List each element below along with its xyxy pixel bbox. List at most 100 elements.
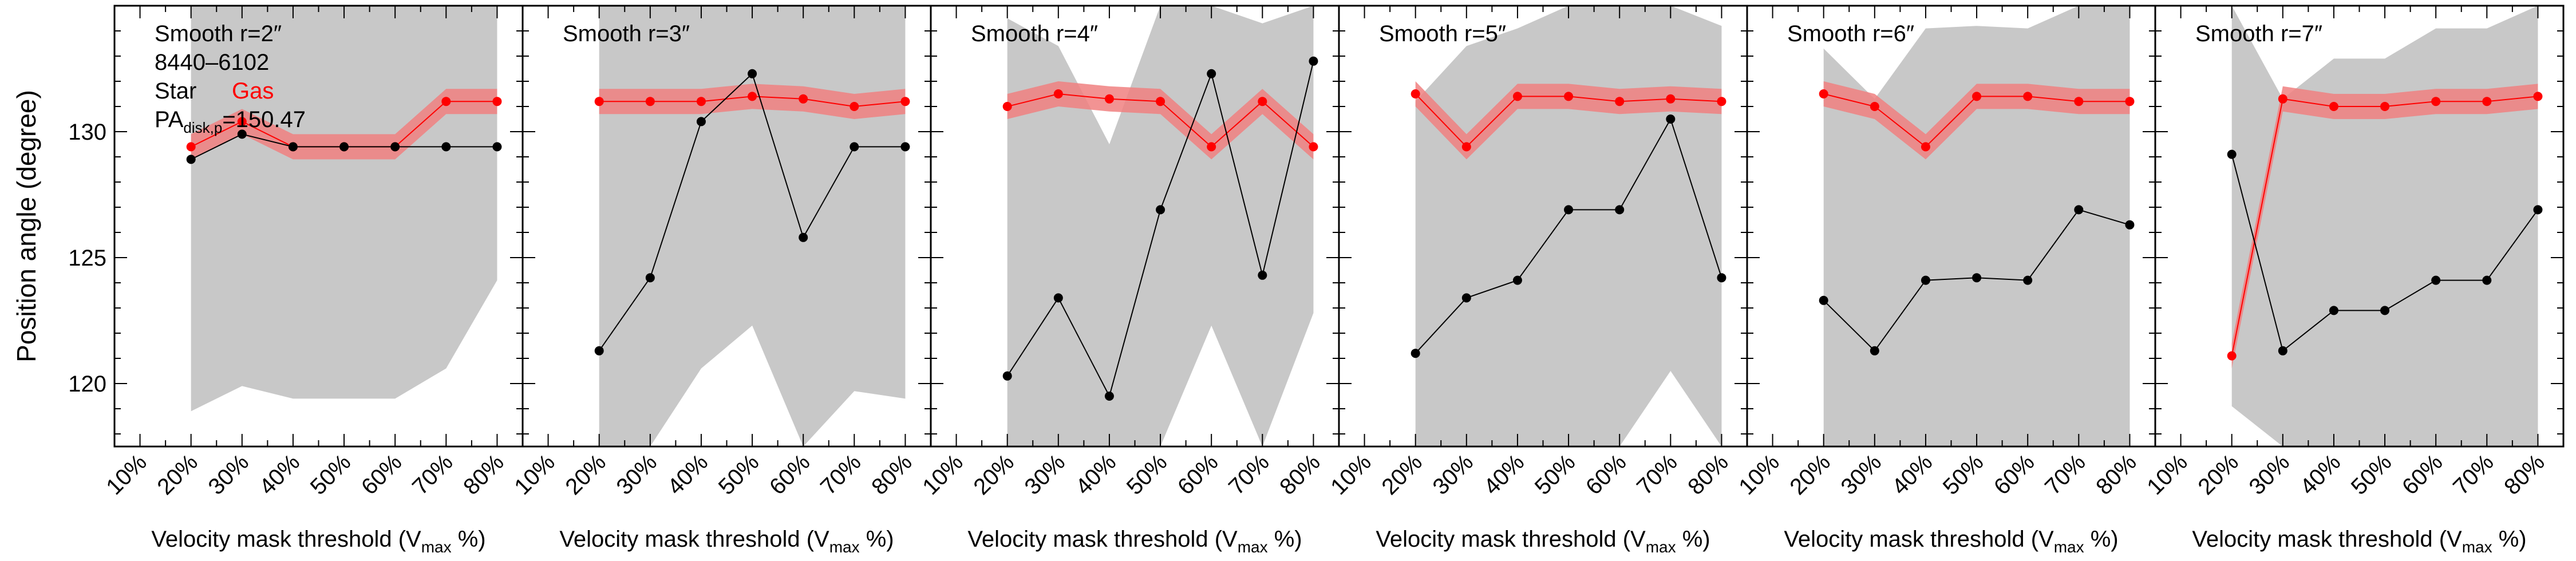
gas-point <box>2482 97 2492 106</box>
gas-point <box>1819 89 1828 98</box>
star-point <box>1564 205 1574 215</box>
star-point <box>1717 273 1726 283</box>
x-axis-label-main: Velocity mask threshold (V <box>2192 527 2462 552</box>
plot-area <box>594 6 910 447</box>
x-tick-label: 70% <box>816 449 866 500</box>
star-point <box>2278 346 2287 355</box>
x-tick-label: 40% <box>663 449 713 500</box>
x-tick-label: 20% <box>152 449 203 500</box>
gas-point <box>1207 142 1216 152</box>
star-point <box>1870 346 1879 355</box>
star-uncertainty-band <box>2231 6 2538 447</box>
x-axis-label-subscript: max <box>421 538 452 556</box>
gas-uncertainty-band <box>1415 81 1722 160</box>
panel-title: Smooth r=4″ <box>971 21 1098 46</box>
x-tick-label: 50% <box>1530 449 1581 500</box>
x-tick-label: 40% <box>255 449 305 500</box>
star-point <box>645 273 655 283</box>
panel-6: 10% 20% 30% 40% 50% 60% 70% 80% Velocity mask th… <box>2142 5 2565 556</box>
x-tick-label: 50% <box>714 449 764 500</box>
gas-point <box>492 97 502 106</box>
star-uncertainty-band <box>1823 6 2130 447</box>
x-tick-label: 60% <box>1581 449 1631 500</box>
x-axis-label-end: %) <box>452 527 486 552</box>
x-tick-label: 60% <box>1989 449 2040 500</box>
x-tick-label: 80% <box>1275 449 1325 500</box>
star-point <box>1615 205 1625 215</box>
gas-point <box>2431 97 2441 106</box>
gas-point <box>850 102 859 111</box>
x-axis-label-end: %) <box>2492 527 2527 552</box>
x-tick-label: 60% <box>1173 449 1223 500</box>
x-axis-label-main: Velocity mask threshold (V <box>1784 527 2054 552</box>
x-tick-label: 40% <box>1479 449 1530 500</box>
gas-point <box>1411 89 1420 98</box>
star-point <box>339 142 349 152</box>
gas-uncertainty-band <box>599 84 906 119</box>
star-point <box>390 142 400 152</box>
gas-point <box>1002 102 1012 111</box>
x-tick-label: 60% <box>357 449 407 500</box>
star-point <box>1512 275 1522 285</box>
gas-point <box>2533 92 2543 101</box>
x-tick-label: 20% <box>2193 449 2243 500</box>
x-tick-label: 70% <box>1632 449 1682 500</box>
x-tick-label: 10% <box>1734 449 1784 500</box>
x-axis-label: Velocity mask threshold (Vmax %) <box>559 527 894 556</box>
gas-point <box>441 97 451 106</box>
x-axis-label-main: Velocity mask threshold (V <box>151 527 421 552</box>
plot-area <box>186 6 502 412</box>
plot-area <box>2227 6 2543 447</box>
panel-4: 10% 20% 30% 40% 50% 60% 70% 80% Velocity mask th… <box>1326 5 1748 556</box>
galaxy-id: 8440–6102 <box>155 50 269 75</box>
star-uncertainty-band <box>1415 6 1722 447</box>
gas-point <box>799 94 808 104</box>
x-tick-label: 30% <box>1836 449 1886 500</box>
star-point <box>2023 275 2033 285</box>
panel-1: 120 125 130 10% 20% 30% 40% 50% 60% 70% 80% Velocit… <box>68 5 524 556</box>
gas-point <box>645 97 655 106</box>
gas-point <box>1921 142 1930 152</box>
gas-point <box>748 92 757 101</box>
star-point <box>2074 205 2084 215</box>
x-tick-label: 20% <box>560 449 611 500</box>
x-axis-label: Velocity mask threshold (Vmax %) <box>1376 527 1710 556</box>
star-point <box>1972 273 1982 283</box>
x-tick-label: 70% <box>408 449 458 500</box>
star-point <box>1461 293 1471 303</box>
star-point <box>2125 220 2135 230</box>
star-point <box>2227 149 2237 159</box>
y-tick-label: 125 <box>68 246 106 271</box>
gas-uncertainty-band <box>1823 81 2130 160</box>
pa-subscript: disk,p <box>183 119 222 136</box>
gas-point <box>186 142 196 152</box>
x-axis-label-end: %) <box>1676 527 1710 552</box>
gas-point <box>900 97 910 106</box>
gas-point <box>1156 97 1165 106</box>
gas-point <box>1564 92 1574 101</box>
x-tick-label: 30% <box>2244 449 2294 500</box>
x-axis-label-end: %) <box>860 527 894 552</box>
x-axis-label-main: Velocity mask threshold (V <box>1376 527 1646 552</box>
plot-area <box>1002 6 1318 447</box>
pa-number: =150.47 <box>222 107 306 132</box>
x-tick-label: 20% <box>969 449 1019 500</box>
star-point <box>1309 56 1318 66</box>
x-tick-label: 20% <box>1785 449 1835 500</box>
gas-point <box>1972 92 1982 101</box>
x-tick-label: 80% <box>2499 449 2550 500</box>
x-axis-label: Velocity mask threshold (Vmax %) <box>2192 527 2526 556</box>
plot-area <box>1819 6 2135 447</box>
gas-point <box>2125 97 2135 106</box>
gas-point <box>696 97 706 106</box>
x-tick-label: 70% <box>2448 449 2499 500</box>
x-axis-label-end: %) <box>2084 527 2119 552</box>
star-point <box>186 155 196 164</box>
panel-title: Smooth r=6″ <box>1787 21 1914 46</box>
panel-5: 10% 20% 30% 40% 50% 60% 70% 80% Velocity mask th… <box>1734 5 2156 556</box>
gas-point <box>1870 102 1879 111</box>
plot-area <box>1411 6 1726 447</box>
gas-point <box>1309 142 1318 152</box>
star-point <box>850 142 859 152</box>
x-tick-label: 50% <box>2346 449 2397 500</box>
